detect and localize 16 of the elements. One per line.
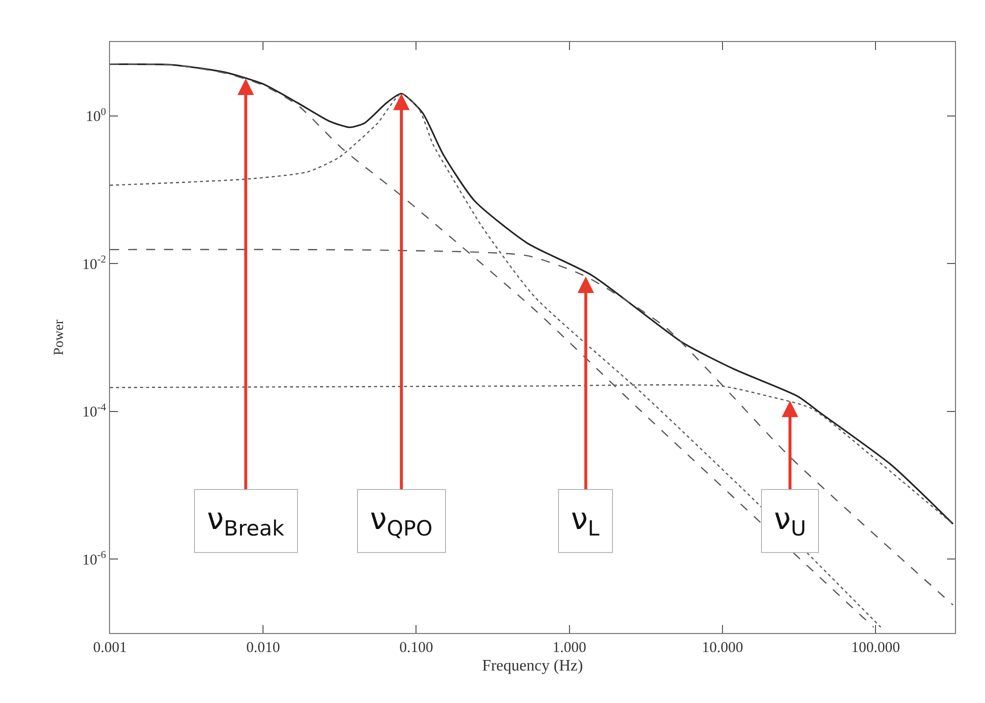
x-tick-label: 0.100	[399, 640, 434, 656]
x-tick-label: 100.000	[851, 640, 900, 656]
x-tick-label: 1.000	[552, 640, 586, 656]
annotation: ν$_{L}$	[571, 502, 600, 540]
annotation: ν$_{Break}$	[207, 502, 286, 540]
annotation: ν$_{QPO}$	[370, 502, 432, 540]
y-tick-label: 10$^{-4}$	[82, 402, 107, 421]
y-tick-label: 10$^{-6}$	[82, 550, 106, 568]
annotation: ν$_{U}$	[774, 502, 806, 540]
y-axis-title: Power	[52, 319, 67, 356]
y-tick-label: 10$^{-2}$	[82, 254, 106, 273]
x-axis-title: Frequency (Hz)	[482, 658, 583, 675]
x-tick-label: 0.001	[93, 640, 127, 656]
x-tick-label: 10.000	[702, 640, 744, 656]
y-tick-label: 10$^{0}$	[86, 106, 106, 126]
x-tick-label: 0.010	[246, 640, 280, 656]
